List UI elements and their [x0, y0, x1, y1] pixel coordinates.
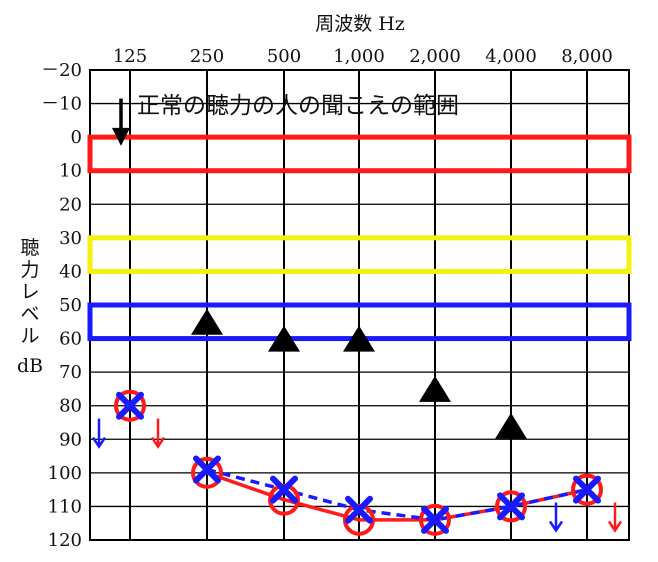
y-tick-label: －10 — [41, 94, 82, 115]
triangle-marker — [419, 375, 451, 402]
y-axis-label-char: 力 — [20, 259, 39, 281]
cross-marker — [116, 391, 144, 420]
y-axis-label-char: 聴 — [20, 237, 39, 259]
cross-marker — [573, 475, 601, 504]
x-tick-label: 1,000 — [333, 46, 385, 67]
y-tick-label: 10 — [59, 161, 82, 182]
normal-range-annotation: 正常の聴力の人の聞こえの範囲 — [137, 93, 459, 119]
range-band — [87, 235, 632, 274]
x-tick-label: 250 — [190, 46, 224, 67]
y-tick-label: 40 — [59, 261, 82, 282]
y-tick-label: 90 — [59, 429, 82, 450]
y-tick-label: 60 — [59, 329, 82, 350]
y-tick-label: 30 — [59, 228, 82, 249]
range-band — [87, 134, 632, 174]
y-tick-label: 110 — [48, 496, 82, 517]
x-tick-label: 500 — [267, 46, 301, 67]
y-tick-label: －20 — [41, 60, 82, 81]
y-axis-unit: dB — [17, 355, 43, 377]
data-markers — [114, 308, 603, 536]
y-axis-label-char: ル — [20, 325, 39, 347]
cross-marker — [193, 455, 221, 484]
x-tick-labels: 125 250 500 1,000 2,000 4,000 8,000 — [113, 46, 613, 67]
circle-marker — [571, 473, 603, 506]
cross-marker — [421, 505, 449, 534]
scale-out-arrows — [91, 98, 623, 533]
circle-marker — [495, 490, 527, 523]
triangle-marker — [495, 412, 527, 439]
circle-marker — [419, 503, 451, 536]
circle-marker — [114, 389, 146, 422]
y-axis-label-char: ベ — [20, 303, 39, 325]
cross-marker — [345, 495, 373, 524]
x-tick-label: 2,000 — [409, 46, 461, 67]
y-axis-label-char: レ — [20, 281, 39, 303]
pointer-arrow-head — [112, 127, 130, 146]
x-tick-label: 125 — [113, 46, 147, 67]
triangle-marker — [268, 325, 300, 352]
y-tick-label: 120 — [48, 530, 82, 551]
y-tick-label: 50 — [59, 295, 82, 316]
scale-out-arrow-head — [548, 520, 564, 533]
triangle-marker — [191, 308, 223, 335]
x-tick-label: 4,000 — [485, 46, 537, 67]
circle-marker — [191, 456, 223, 489]
cross-marker — [497, 492, 525, 521]
scale-out-arrow-head — [607, 520, 623, 533]
scale-out-arrow-head — [91, 436, 107, 449]
triangle-marker — [343, 325, 375, 352]
y-tick-label: 70 — [59, 362, 82, 383]
scale-out-arrow-head — [150, 436, 166, 449]
cross-marker — [270, 475, 298, 504]
y-tick-label: 100 — [48, 463, 82, 484]
x-tick-label: 8,000 — [561, 46, 613, 67]
y-tick-label: 80 — [59, 396, 82, 417]
y-tick-labels: －20 －10 0 10 20 30 40 50 60 70 80 90 100 110 120 — [41, 60, 82, 551]
x-axis-label: 周波数 Hz — [315, 13, 405, 35]
y-tick-label: 0 — [71, 127, 82, 148]
series-lines — [206, 467, 588, 522]
series-line — [206, 471, 588, 522]
series-line — [206, 467, 588, 522]
y-tick-label: 20 — [59, 194, 82, 215]
